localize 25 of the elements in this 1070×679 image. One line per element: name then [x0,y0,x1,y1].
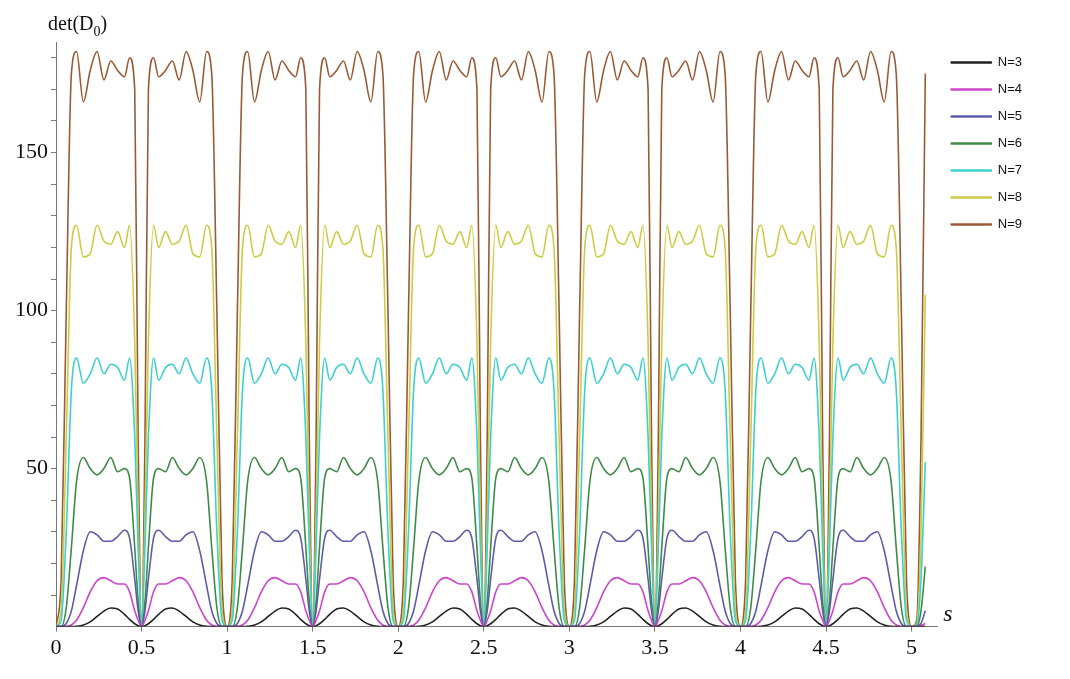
x-tick-label: 3 [563,633,575,659]
x-tick-label: 4.5 [812,633,840,659]
x-tick-label: 1 [221,633,233,659]
legend-label: N=9 [997,216,1023,232]
legend-label: N=6 [997,135,1023,151]
x-tick-label: 2 [392,633,404,659]
x-tick-label: 0.5 [127,633,156,659]
line-series [56,224,927,627]
x-tick-label: 2.5 [470,633,498,659]
legend-label: N=7 [997,162,1023,178]
legend-label: N=3 [997,54,1023,70]
x-tick-label: 4 [735,633,746,659]
legend-label: N=8 [997,189,1023,205]
x-tick-label: 5 [906,633,918,659]
line-series [56,357,927,627]
x-tick-label: 0 [50,633,62,659]
line-series [56,50,927,627]
x-axis-title: s [943,599,953,626]
y-tick-label: 150 [15,138,48,164]
legend-label: N=5 [997,108,1023,124]
x-tick-label: 1.5 [298,633,327,659]
y-tick-label: 50 [26,454,48,480]
legend-label: N=4 [997,81,1023,97]
y-tick-label: 100 [15,296,48,322]
x-tick-label: 3.5 [641,633,669,659]
